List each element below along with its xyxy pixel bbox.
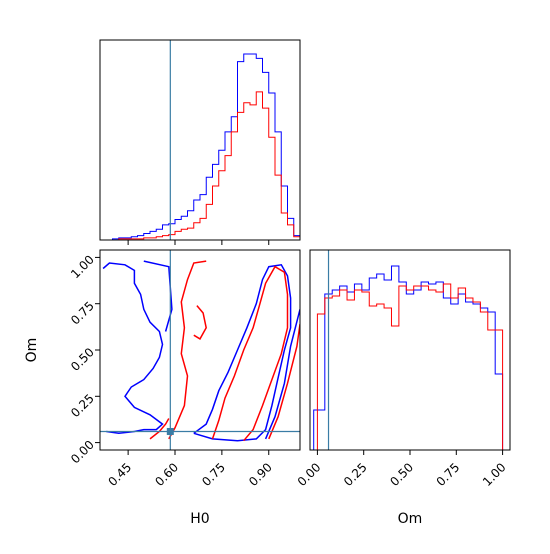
om-y-tick-label: 0.75 — [68, 299, 97, 328]
om-x-tick-label: 1.00 — [480, 460, 509, 489]
contour-line-1 — [102, 262, 164, 435]
h0-om-contour-panel: 0.45 0.60 0.75 0.900.000.250.500.751.00 H0 … — [24, 249, 301, 527]
h0-x-tick-label: 0.90 — [246, 460, 275, 489]
om-x-tick-label: 0.25 — [341, 460, 370, 489]
x-axis-label-h0: H0 — [190, 511, 209, 527]
om-histogram-series-1 — [313, 265, 504, 450]
h0-histogram-series-2 — [100, 91, 301, 241]
h0-marginal-panel — [99, 39, 301, 245]
om-y-tick-label: 1.00 — [68, 252, 97, 281]
y-axis-label-om: Om — [24, 338, 40, 363]
contour-line-5 — [211, 265, 289, 442]
h0-x-tick-label: 0.75 — [199, 460, 228, 489]
om-x-tick-label: 0.00 — [295, 460, 324, 489]
om-y-tick-label: 0.50 — [68, 345, 97, 374]
om-y-tick-label: 0.00 — [68, 438, 97, 467]
h0-histogram-series-1 — [100, 53, 301, 241]
contour-line-6 — [268, 323, 300, 440]
x-axis-label-om: Om — [398, 511, 423, 527]
contour-frame — [99, 249, 301, 451]
contour-line-3 — [193, 263, 292, 442]
om-x-tick-label: 0.50 — [387, 460, 416, 489]
h0-x-tick-label: 0.45 — [105, 460, 134, 489]
contour-line-7 — [168, 260, 207, 440]
om-x-tick-label: 0.75 — [434, 460, 463, 489]
contour-line-8 — [149, 418, 170, 440]
contour-line-9 — [193, 305, 207, 340]
h0-x-tick-label: 0.60 — [152, 460, 181, 489]
h0-marginal-frame — [99, 39, 301, 241]
truth-marker — [166, 427, 174, 435]
contour-line-4 — [264, 309, 300, 440]
om-marginal-frame — [309, 249, 511, 451]
contour-line-2 — [143, 260, 173, 332]
om-marginal-panel: 0.00 0.25 0.50 0.75 1.00 Om — [295, 249, 511, 527]
om-histogram-series-2 — [313, 283, 504, 451]
om-y-tick-label: 0.25 — [68, 391, 97, 420]
